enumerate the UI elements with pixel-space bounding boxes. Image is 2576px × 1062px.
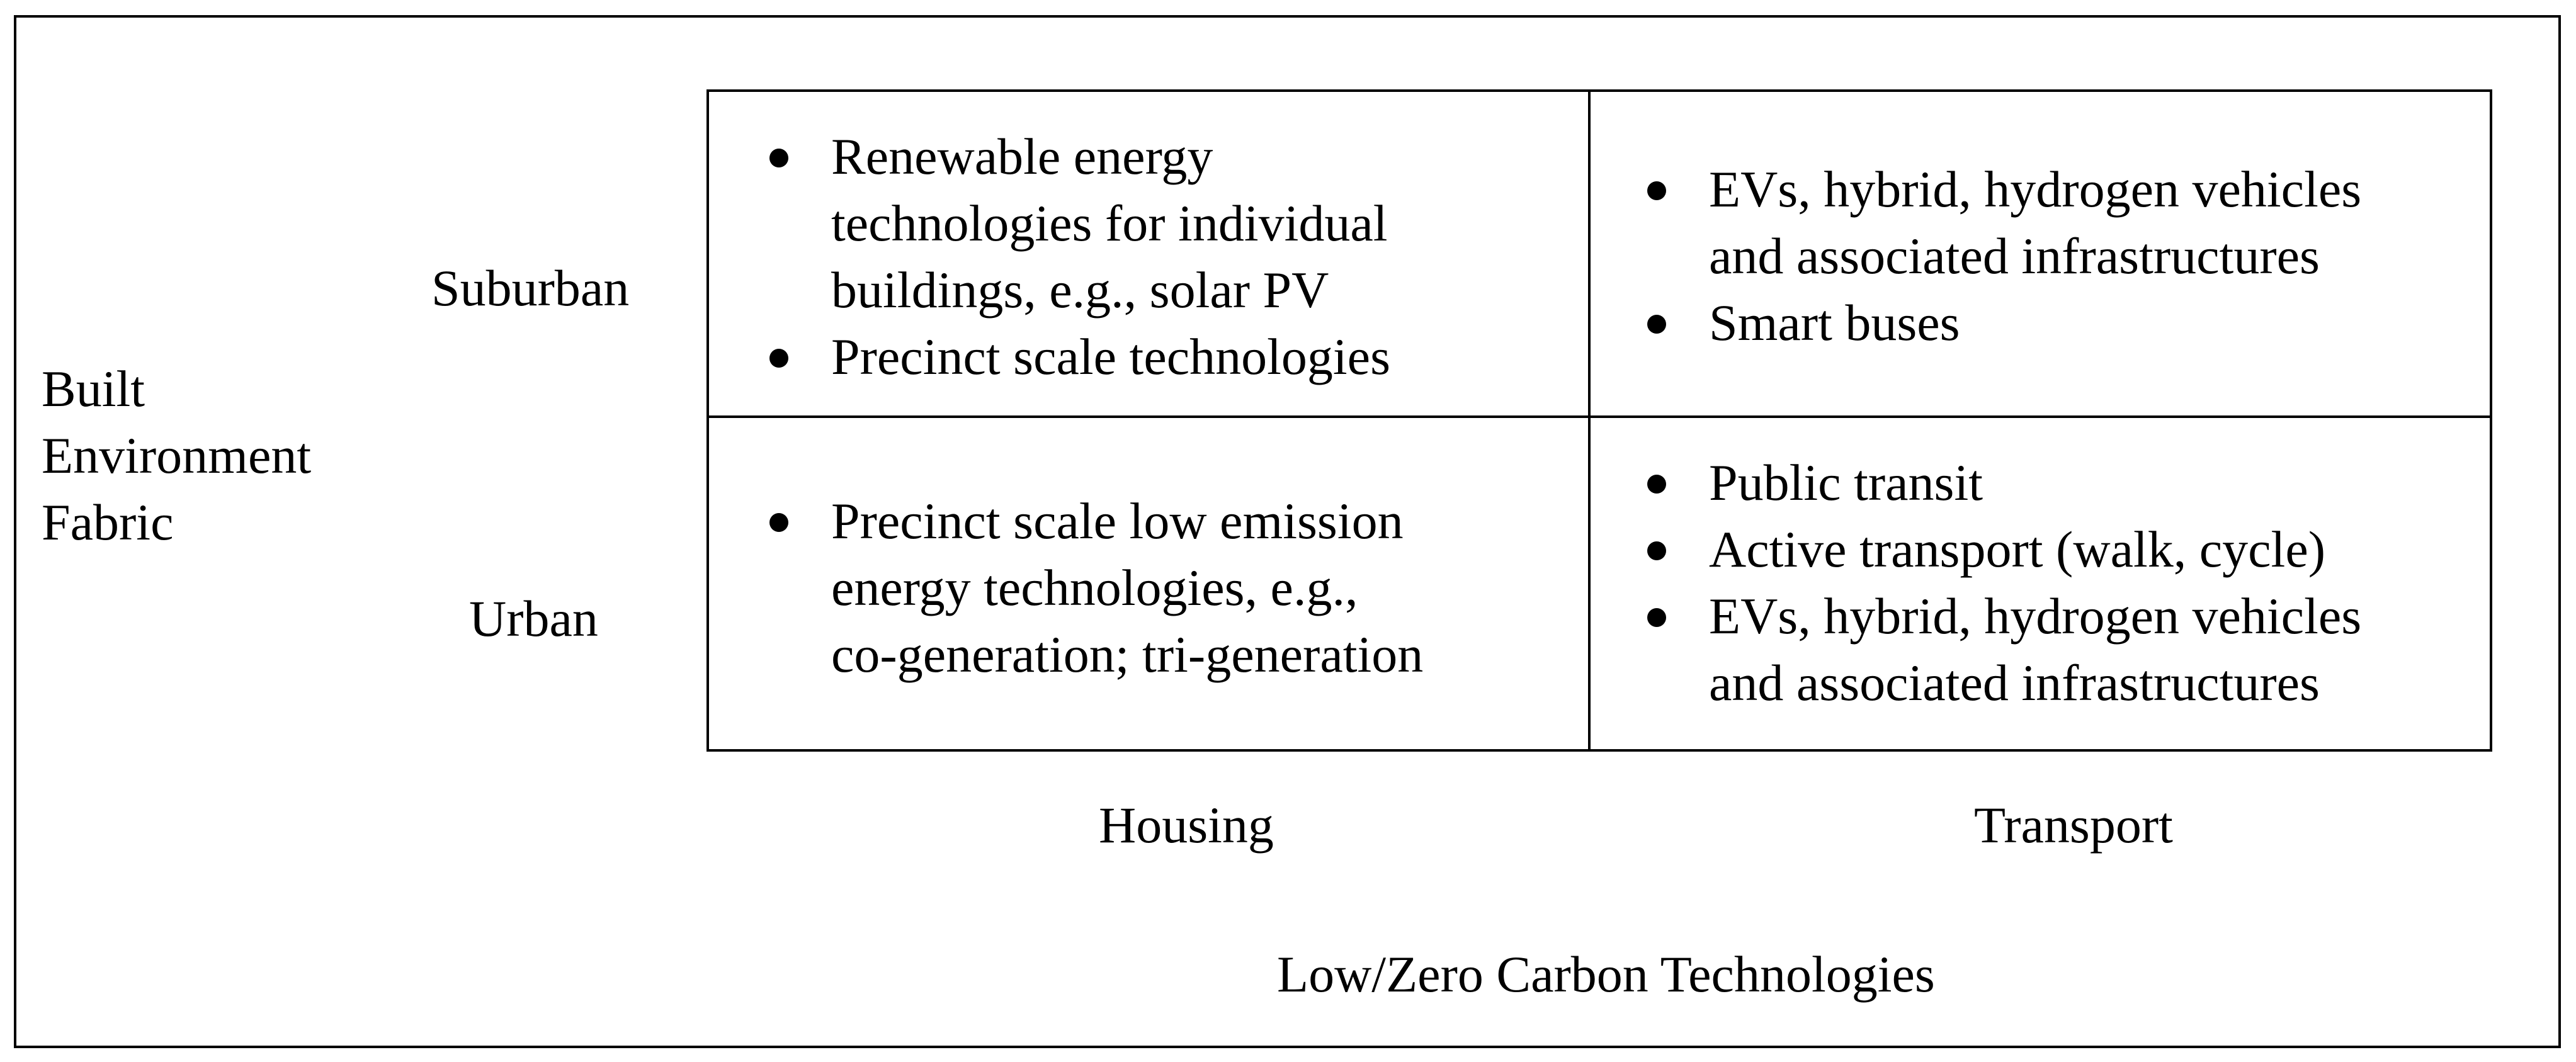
list-item-line: Smart buses [1709, 294, 1960, 351]
list-item: Active transport (walk, cycle) [1614, 516, 2361, 583]
grid-horizontal-divider [706, 415, 2492, 418]
list-item-line: buildings, e.g., solar PV [831, 261, 1329, 319]
list-item: Precinct scale technologies [737, 324, 1390, 390]
list-item: Public transit [1614, 449, 2361, 516]
list-item-line: Precinct scale low emission [831, 492, 1404, 550]
list-item-line: EVs, hybrid, hydrogen vehicles [1709, 161, 2362, 218]
cell-urban-transport: Public transit Active transport (walk, c… [1614, 449, 2361, 716]
list-item-line: Public transit [1709, 454, 1983, 511]
cell-suburban-housing: Renewable energy technologies for indivi… [737, 123, 1390, 390]
list-item: Renewable energy technologies for indivi… [737, 123, 1390, 324]
bullet-icon [1647, 541, 1666, 560]
x-axis-title: Low/Zero Carbon Technologies [1277, 946, 1935, 1003]
list-item-line: technologies for individual [831, 195, 1388, 252]
bullet-icon [1647, 315, 1666, 334]
bullet-icon [769, 349, 788, 368]
bullet-icon [769, 149, 788, 167]
list-item: Precinct scale low emission energy techn… [737, 488, 1423, 688]
list-item-line: Precinct scale technologies [831, 328, 1390, 385]
y-axis-title: Built Environment Fabric [42, 356, 311, 556]
column-label-housing: Housing [1099, 796, 1274, 854]
bullet-icon [1647, 475, 1666, 494]
cell-urban-housing: Precinct scale low emission energy techn… [737, 488, 1423, 688]
list-item-line: EVs, hybrid, hydrogen vehicles [1709, 587, 2362, 645]
bullet-icon [1647, 181, 1666, 200]
row-label-urban: Urban [469, 590, 598, 647]
list-item: EVs, hybrid, hydrogen vehicles and assoc… [1614, 583, 2361, 716]
row-label-suburban: Suburban [431, 259, 630, 317]
list-item: Smart buses [1614, 290, 2361, 356]
diagram-frame [14, 15, 2561, 1048]
y-axis-title-line: Built [42, 360, 145, 417]
list-item-line: and associated infrastructures [1709, 654, 2320, 711]
y-axis-title-line: Environment [42, 427, 312, 484]
y-axis-title-line: Fabric [42, 494, 174, 551]
list-item-line: and associated infrastructures [1709, 227, 2320, 285]
list-item: EVs, hybrid, hydrogen vehicles and assoc… [1614, 156, 2361, 290]
column-label-transport: Transport [1974, 796, 2173, 854]
list-item-line: Renewable energy [831, 128, 1213, 185]
cell-suburban-transport: EVs, hybrid, hydrogen vehicles and assoc… [1614, 156, 2361, 356]
bullet-icon [769, 513, 788, 532]
grid-vertical-divider [1588, 89, 1591, 752]
list-item-line: energy technologies, e.g., [831, 559, 1358, 616]
bullet-icon [1647, 608, 1666, 627]
matrix-grid [706, 89, 2492, 752]
list-item-line: Active transport (walk, cycle) [1709, 521, 2326, 578]
list-item-line: co-generation; tri-generation [831, 626, 1424, 683]
